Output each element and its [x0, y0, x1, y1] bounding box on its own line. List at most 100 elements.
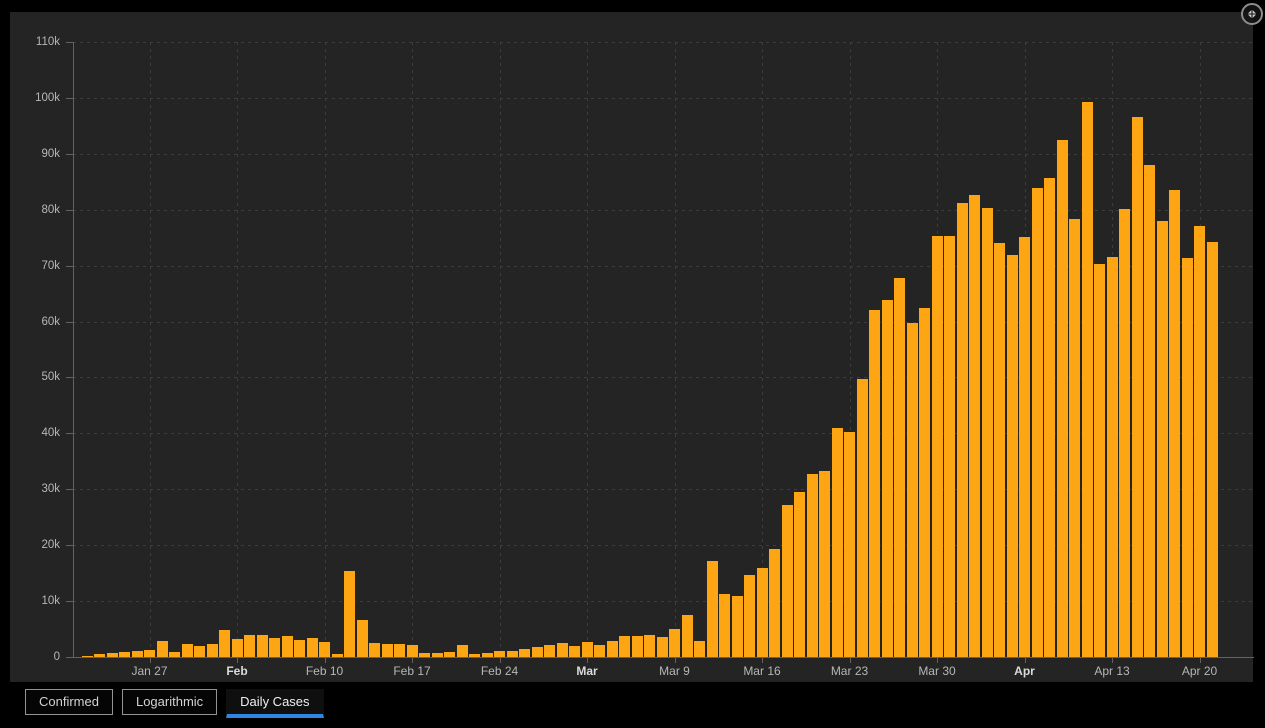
daily-cases-bar[interactable] [656, 636, 668, 657]
daily-cases-bar[interactable] [331, 653, 343, 657]
daily-cases-bar[interactable] [369, 643, 380, 657]
daily-cases-bar[interactable] [581, 642, 593, 657]
daily-cases-bar[interactable] [1131, 116, 1143, 657]
daily-cases-bar[interactable] [569, 645, 580, 657]
daily-cases-bar[interactable] [106, 653, 118, 657]
daily-cases-bar[interactable] [519, 648, 530, 657]
daily-cases-bar[interactable] [119, 651, 130, 657]
daily-cases-bar[interactable] [94, 654, 105, 657]
daily-cases-bar[interactable] [956, 203, 968, 657]
daily-cases-bar[interactable] [269, 637, 280, 657]
daily-cases-bar[interactable] [344, 570, 355, 657]
daily-cases-bar[interactable] [919, 307, 930, 657]
daily-cases-bar[interactable] [794, 491, 805, 657]
daily-cases-bar[interactable] [1194, 225, 1205, 657]
daily-cases-bar[interactable] [319, 642, 330, 657]
daily-cases-bar[interactable] [294, 639, 305, 657]
daily-cases-bar[interactable] [544, 644, 555, 657]
daily-cases-bar[interactable] [144, 650, 155, 657]
daily-cases-bar[interactable] [706, 561, 718, 657]
daily-cases-bar[interactable] [1056, 140, 1068, 657]
daily-cases-bar[interactable] [406, 645, 418, 657]
daily-cases-bar[interactable] [606, 641, 618, 657]
daily-cases-bar[interactable] [231, 638, 243, 657]
daily-cases-bar[interactable] [856, 378, 868, 657]
daily-cases-bar[interactable] [869, 309, 880, 657]
daily-cases-bar[interactable] [1119, 209, 1130, 657]
daily-cases-bar[interactable] [906, 323, 918, 657]
daily-cases-bar[interactable] [931, 236, 943, 657]
daily-cases-bar[interactable] [556, 643, 568, 657]
daily-cases-bar[interactable] [81, 655, 93, 657]
daily-cases-bar[interactable] [1156, 221, 1168, 657]
daily-cases-bar[interactable] [356, 620, 368, 657]
tab-daily-cases[interactable]: Daily Cases [226, 689, 324, 718]
daily-cases-bar[interactable] [1206, 241, 1218, 657]
daily-cases-bar[interactable] [244, 634, 255, 657]
daily-cases-bar[interactable] [494, 650, 505, 657]
daily-cases-bar[interactable] [444, 651, 455, 657]
daily-cases-bar[interactable] [981, 208, 993, 657]
h-gridline [73, 545, 1253, 547]
daily-cases-bar[interactable] [1081, 101, 1093, 657]
collapse-button[interactable] [1241, 3, 1263, 25]
daily-cases-bar[interactable] [206, 644, 218, 657]
daily-cases-bar[interactable] [744, 575, 755, 657]
daily-cases-bar[interactable] [969, 194, 980, 657]
daily-cases-bar[interactable] [619, 635, 630, 657]
daily-cases-bar[interactable] [181, 644, 193, 657]
tab-confirmed[interactable]: Confirmed [25, 689, 113, 715]
daily-cases-bar[interactable] [994, 243, 1005, 657]
daily-cases-bar[interactable] [1006, 255, 1018, 657]
daily-cases-bar[interactable] [694, 640, 705, 657]
daily-cases-bar[interactable] [306, 637, 318, 657]
daily-cases-bar[interactable] [594, 645, 605, 657]
daily-cases-bar[interactable] [819, 471, 830, 657]
daily-cases-bar[interactable] [131, 651, 143, 657]
y-axis-tick [66, 321, 73, 323]
daily-cases-bar[interactable] [1106, 256, 1118, 657]
daily-cases-bar[interactable] [881, 299, 893, 657]
daily-cases-bar[interactable] [631, 635, 643, 657]
daily-cases-bar[interactable] [644, 635, 655, 657]
daily-cases-bar[interactable] [531, 647, 543, 657]
daily-cases-bar[interactable] [1019, 237, 1030, 657]
daily-cases-bar[interactable] [756, 568, 768, 657]
daily-cases-bar[interactable] [431, 652, 443, 657]
daily-cases-bar[interactable] [506, 650, 518, 657]
daily-cases-bar[interactable] [944, 236, 955, 657]
daily-cases-bar[interactable] [806, 474, 818, 657]
daily-cases-bar[interactable] [394, 644, 405, 657]
daily-cases-bar[interactable] [469, 653, 480, 657]
daily-cases-bar[interactable] [1144, 165, 1155, 657]
daily-cases-bar[interactable] [681, 615, 693, 657]
daily-cases-bar[interactable] [281, 636, 293, 657]
daily-cases-bar[interactable] [894, 278, 905, 657]
daily-cases-bar[interactable] [781, 504, 793, 657]
daily-cases-bar[interactable] [169, 651, 180, 657]
daily-cases-bar[interactable] [1094, 263, 1105, 657]
daily-cases-bar[interactable] [719, 593, 730, 657]
tab-logarithmic[interactable]: Logarithmic [121, 689, 218, 715]
daily-cases-bar[interactable] [1044, 177, 1055, 657]
v-gridline [324, 42, 326, 657]
daily-cases-bar[interactable] [731, 596, 743, 657]
daily-cases-bar[interactable] [844, 432, 855, 657]
daily-cases-bar[interactable] [381, 643, 393, 657]
daily-cases-bar[interactable] [194, 646, 205, 657]
daily-cases-bar[interactable] [1031, 188, 1043, 657]
daily-cases-bar[interactable] [1069, 218, 1080, 657]
daily-cases-bar[interactable] [156, 641, 168, 657]
daily-cases-bar[interactable] [456, 645, 468, 657]
daily-cases-bar[interactable] [481, 653, 493, 657]
daily-cases-bar[interactable] [419, 652, 430, 657]
daily-cases-bar[interactable] [769, 548, 780, 657]
daily-cases-bar[interactable] [1169, 190, 1180, 657]
daily-cases-bar[interactable] [669, 629, 680, 657]
y-axis-label: 20k [41, 539, 60, 552]
daily-cases-bar[interactable] [1181, 258, 1193, 657]
daily-cases-bar[interactable] [219, 629, 230, 657]
daily-cases-bar[interactable] [831, 428, 843, 657]
x-axis-label: Apr [1014, 664, 1035, 678]
daily-cases-bar[interactable] [256, 635, 268, 657]
